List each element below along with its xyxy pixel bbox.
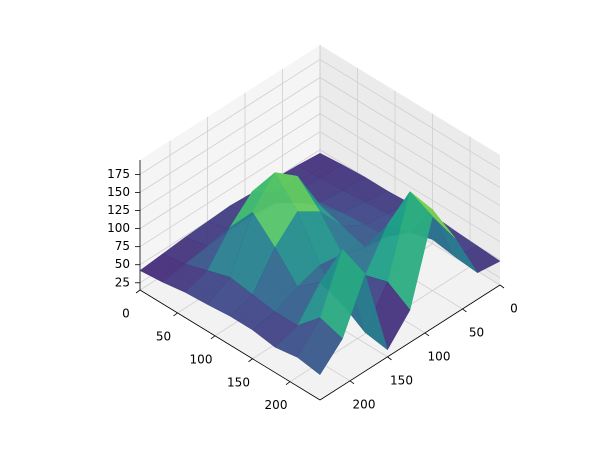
x-tick-label: 150 (227, 375, 250, 389)
x-tick-label: 0 (122, 307, 130, 321)
grid-line (319, 77, 501, 188)
grid-line (139, 113, 321, 229)
y-tick (349, 380, 355, 385)
y-tick (387, 356, 392, 361)
z-tick-label: 125 (107, 203, 130, 217)
y-tick-label: 100 (428, 349, 451, 363)
z-tick-label: 75 (115, 239, 130, 253)
z-tick-label: 50 (115, 257, 130, 271)
z-tick-label: 100 (107, 221, 130, 235)
grid-line (319, 113, 501, 224)
x-tick (248, 358, 253, 363)
grid-line (319, 59, 501, 170)
z-tick-label: 25 (115, 275, 130, 289)
y-tick (462, 308, 467, 313)
grid-line (139, 77, 321, 193)
x-tick-label: 200 (265, 398, 288, 412)
x-tick (285, 381, 291, 385)
grid-line (319, 95, 501, 206)
y-tick-label: 50 (469, 325, 484, 339)
y-tick (424, 332, 430, 337)
grid-line (139, 95, 321, 211)
x-tick (135, 289, 141, 294)
x-tick-label: 50 (156, 329, 171, 343)
y-tick-label: 200 (353, 397, 376, 411)
z-tick-label: 150 (107, 185, 130, 199)
y-tick (499, 284, 505, 289)
grid-line (139, 59, 321, 175)
surface-patch (297, 317, 343, 376)
y-tick-label: 0 (510, 302, 518, 316)
z-tick-label: 175 (107, 167, 130, 181)
grid-line (139, 131, 321, 248)
x-tick (173, 312, 178, 317)
x-tick (210, 335, 216, 340)
grid-line (319, 131, 501, 243)
y-tick-label: 150 (390, 373, 413, 387)
x-tick-label: 100 (190, 352, 213, 366)
